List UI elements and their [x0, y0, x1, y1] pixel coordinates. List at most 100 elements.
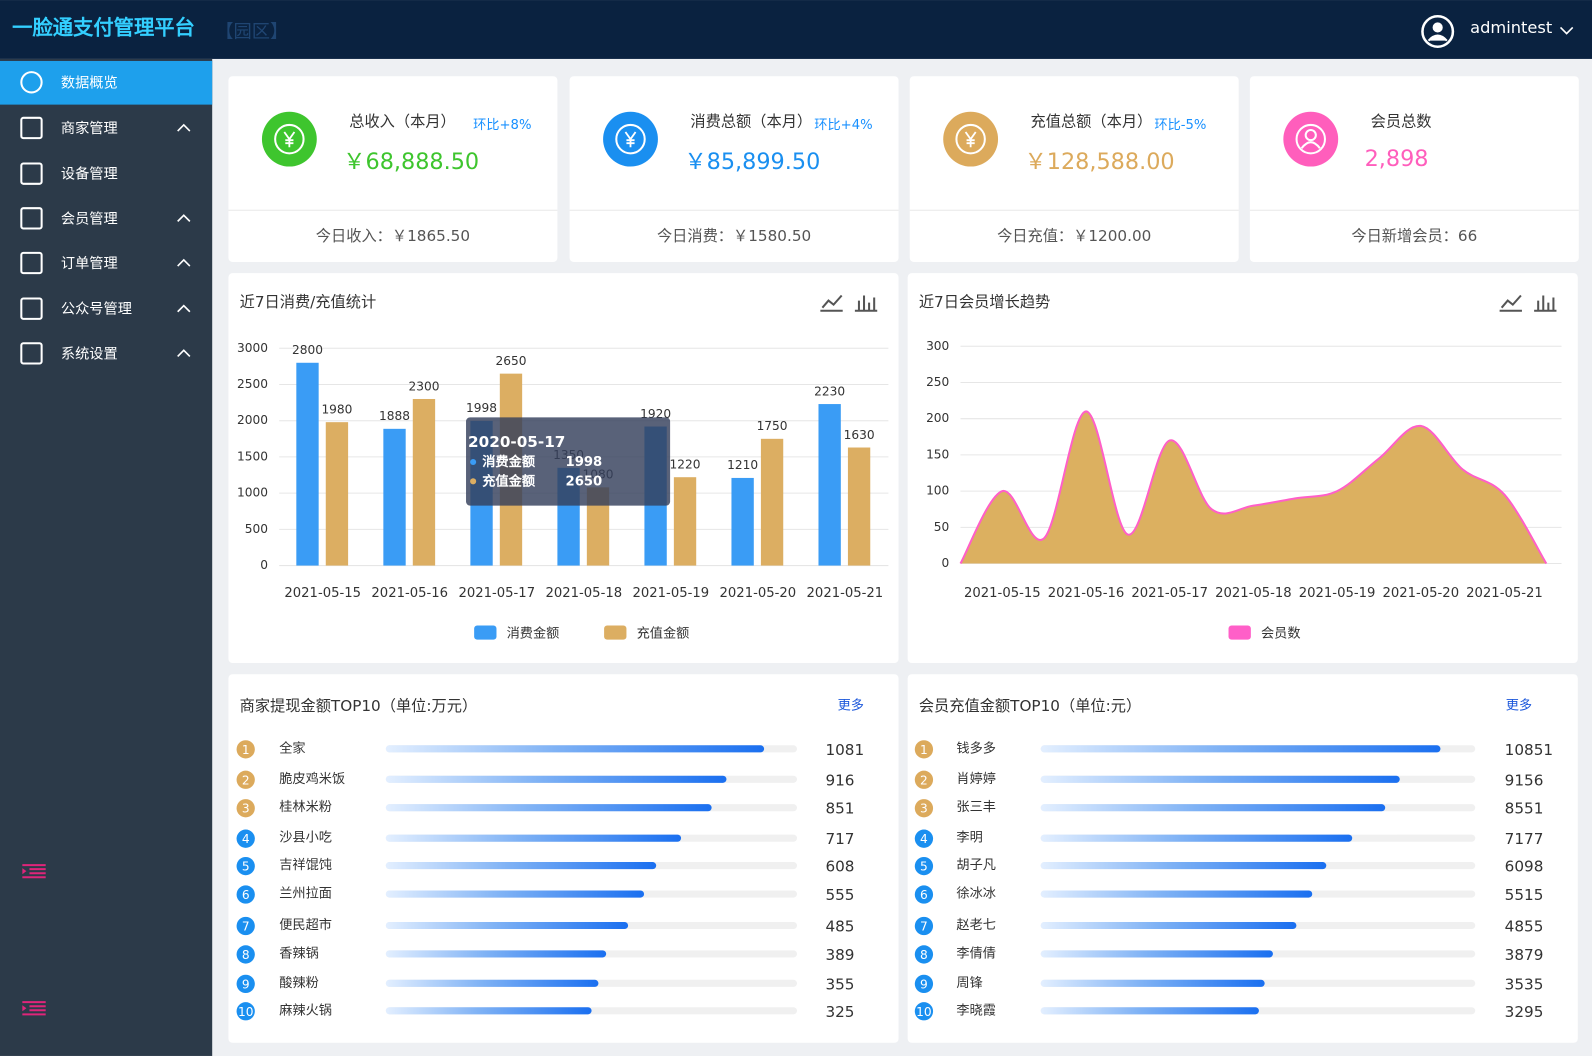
legend-swatch[interactable]	[474, 625, 497, 640]
rank-name: 便民超市	[279, 916, 332, 933]
rank-name: 沙县小吃	[279, 830, 332, 846]
app-title: 一脸通支付管理平台	[12, 15, 195, 39]
rank-value: 10851	[1505, 741, 1553, 759]
rank-name: 胡子凡	[956, 857, 996, 873]
menu-item[interactable]: 公众号管理	[61, 301, 132, 318]
rank-bar	[1040, 1007, 1259, 1015]
rank-number: 4	[920, 832, 928, 846]
more-link[interactable]: 更多	[1506, 697, 1532, 714]
rank-badge	[236, 856, 255, 876]
user-name[interactable]: admintest	[1470, 18, 1552, 37]
rank-bar	[385, 804, 712, 812]
y-tick-label: 3000	[237, 341, 268, 355]
legend-label[interactable]: 消费金额	[507, 626, 560, 642]
menu-item[interactable]: 订单管理	[61, 255, 118, 272]
y-tick-label: 1500	[237, 449, 268, 463]
card-footer: 今日充值：￥1200.00	[997, 227, 1151, 245]
bar	[325, 422, 349, 566]
rank-bar	[1040, 890, 1313, 898]
more-link[interactable]: 更多	[838, 697, 864, 714]
menu-chevron[interactable]	[177, 349, 191, 357]
rank-value: 3535	[1505, 975, 1544, 993]
rank-value: 6098	[1505, 858, 1544, 876]
line-chart-toggle[interactable]	[1499, 294, 1522, 312]
rank-badge	[914, 770, 934, 789]
rank-number: 1	[920, 743, 928, 757]
card-value: ￥85,899.50	[684, 149, 820, 175]
line-chart-toggle[interactable]	[820, 294, 843, 312]
user-menu-arrow[interactable]	[1559, 26, 1574, 35]
bar	[760, 438, 784, 566]
rank-badge	[236, 916, 255, 936]
rank-name: 吉祥馄饨	[279, 857, 332, 873]
rank-number: 7	[920, 920, 928, 934]
rank-value: 3295	[1505, 1003, 1544, 1021]
rank-value: 3879	[1505, 946, 1544, 964]
rank-badge	[236, 1002, 255, 1021]
menu-chevron[interactable]	[177, 123, 191, 132]
sidebar-active	[0, 60, 213, 105]
tooltip-value: 2650	[566, 474, 603, 489]
card-value: 2,898	[1365, 146, 1429, 172]
rank-badge	[236, 885, 255, 904]
card-icon-glyph	[1300, 141, 1321, 149]
bar	[383, 428, 406, 566]
x-tick-label: 2021-05-15	[284, 586, 361, 601]
rank-bar	[385, 890, 645, 898]
data-label: 2800	[292, 343, 323, 357]
x-tick-label: 2021-05-19	[1299, 586, 1376, 601]
rank-value: 7177	[1505, 830, 1544, 848]
rank-bar	[1040, 745, 1441, 753]
y-tick-label: 500	[245, 522, 268, 536]
data-label: 1220	[670, 458, 701, 472]
collapse-icon[interactable]	[22, 1005, 27, 1012]
card-change: 环比-5%	[1154, 117, 1206, 133]
header-tag: 【园区】	[215, 22, 288, 43]
rank-name: 肖婷婷	[956, 771, 996, 787]
x-tick-label: 2021-05-21	[1466, 586, 1543, 601]
collapse-icon[interactable]	[22, 868, 27, 875]
legend-swatch[interactable]	[1228, 625, 1251, 640]
data-label: 1210	[727, 458, 758, 472]
rank-number: 6	[242, 888, 250, 902]
y-tick-label: 2000	[237, 413, 268, 427]
rank-value: 8551	[1505, 800, 1544, 818]
legend-label[interactable]: 会员数	[1261, 626, 1301, 642]
card-footer: 今日消费：￥1580.50	[657, 227, 811, 245]
x-tick-label: 2021-05-17	[1131, 586, 1208, 601]
bar-chart-toggle[interactable]	[1534, 295, 1557, 312]
rank-bar	[1040, 950, 1273, 958]
legend-label[interactable]: 充值金额	[637, 626, 690, 642]
data-label: 1888	[379, 409, 410, 423]
menu-chevron[interactable]	[177, 214, 191, 222]
card-icon-glyph	[283, 131, 296, 148]
menu-item[interactable]: 设备管理	[61, 166, 118, 183]
menu-item[interactable]: 会员管理	[61, 210, 118, 227]
card-label: 总收入（本月）	[349, 112, 456, 130]
rank-value: 608	[825, 858, 854, 876]
data-label: 1920	[640, 407, 671, 421]
rank-badge	[236, 829, 255, 848]
menu-chevron[interactable]	[177, 258, 191, 267]
user-avatar-body	[1427, 34, 1448, 42]
menu-chevron[interactable]	[177, 304, 191, 313]
ranking-title: 商家提现金额TOP10（单位:万元）	[240, 697, 478, 715]
menu-item[interactable]: 数据概览	[61, 74, 118, 91]
rank-value: 851	[825, 800, 854, 818]
menu-icon	[20, 251, 43, 275]
y-tick-label: 1000	[237, 486, 268, 500]
tooltip	[466, 417, 671, 506]
ranking-panel	[907, 674, 1578, 1043]
rank-badge	[914, 945, 934, 964]
user-avatar[interactable]	[1421, 15, 1455, 49]
menu-item[interactable]: 商家管理	[61, 120, 118, 137]
bar-chart-toggle[interactable]	[854, 295, 878, 312]
card-icon-ring	[615, 123, 646, 155]
card-change: 环比+4%	[814, 117, 872, 133]
card-label: 充值总额（本月）	[1031, 112, 1153, 130]
rank-number: 5	[920, 860, 928, 874]
rank-name: 全家	[279, 739, 305, 756]
legend-swatch[interactable]	[604, 625, 627, 640]
rank-badge	[236, 740, 255, 759]
menu-item[interactable]: 系统设置	[61, 345, 118, 362]
